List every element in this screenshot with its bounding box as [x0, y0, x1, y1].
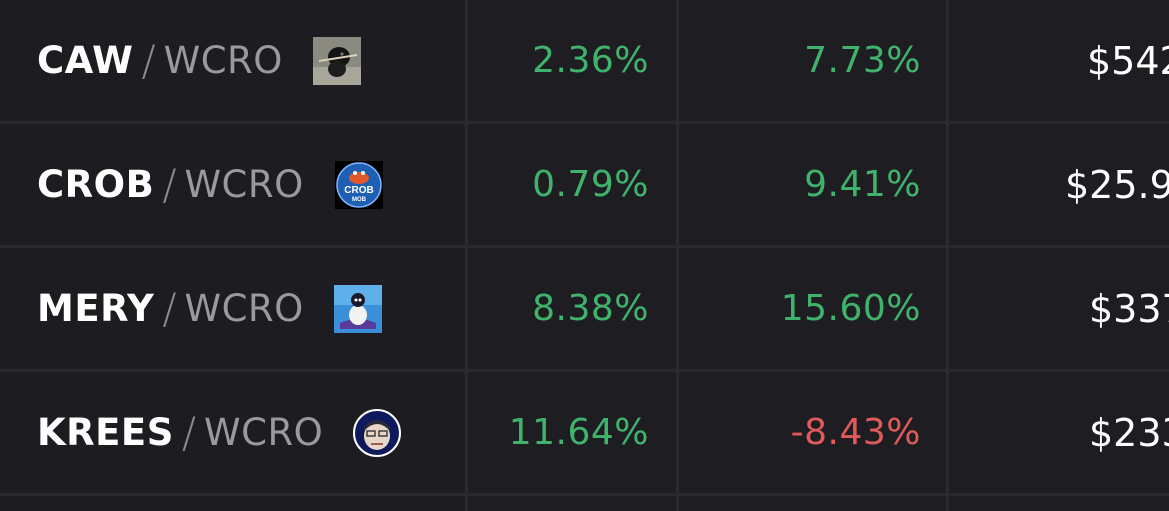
- pair-separator: /: [141, 36, 156, 85]
- price-cell: $337: [949, 248, 1169, 369]
- quote-symbol: WCRO: [204, 411, 324, 454]
- column-divider: [465, 0, 468, 511]
- base-symbol: CROB: [37, 163, 155, 206]
- price-change-2: 7.73%: [804, 40, 921, 81]
- column-divider: [676, 0, 679, 511]
- change-cell-2: 15.60%: [679, 248, 946, 369]
- change-cell-2: 9.41%: [679, 124, 946, 245]
- crob-token-icon: CROB MOB: [334, 160, 383, 209]
- price-change-2: -8.43%: [790, 412, 921, 453]
- price-value: $542: [1087, 38, 1169, 83]
- table-row[interactable]: CAW / WCRO 2.36% 7.73% $542: [0, 0, 1169, 124]
- price-change-1: 0.79%: [532, 164, 649, 205]
- caw-token-icon: [312, 36, 361, 85]
- pair-cell[interactable]: KREES / WCRO: [0, 372, 465, 493]
- crob-icon-subtext: MOB: [352, 197, 367, 203]
- table-row[interactable]: KREES / WCRO 11.64% -8.43% $233: [0, 372, 1169, 496]
- price-value: $337: [1089, 286, 1169, 331]
- table-row[interactable]: [0, 496, 1169, 511]
- quote-symbol: WCRO: [184, 287, 304, 330]
- price-change-1: 11.64%: [508, 412, 649, 453]
- price-cell: $25.9: [949, 124, 1169, 245]
- pair-separator: /: [162, 160, 177, 209]
- change-cell-1: [468, 496, 676, 511]
- base-symbol: MERY: [37, 287, 155, 330]
- change-cell-1: 0.79%: [468, 124, 676, 245]
- change-cell-2: -8.43%: [679, 372, 946, 493]
- price-change-1: 8.38%: [532, 288, 649, 329]
- pair-separator: /: [181, 408, 197, 457]
- change-cell-1: 2.36%: [468, 0, 676, 121]
- price-value: $25.9: [1065, 162, 1169, 207]
- price-cell: $542: [949, 0, 1169, 121]
- pair-cell[interactable]: CAW / WCRO: [0, 0, 465, 121]
- price-cell: [949, 496, 1169, 511]
- quote-symbol: WCRO: [184, 163, 304, 206]
- pair-separator: /: [162, 284, 177, 333]
- price-change-2: 15.60%: [780, 288, 921, 329]
- price-change-1: 2.36%: [532, 40, 649, 81]
- change-cell-2: [679, 496, 946, 511]
- base-symbol: CAW: [37, 39, 134, 82]
- table-row[interactable]: CROB / WCRO CROB MOB 0.79% 9.41% $25.9: [0, 124, 1169, 248]
- change-cell-1: 8.38%: [468, 248, 676, 369]
- price-value: $233: [1089, 410, 1169, 455]
- quote-symbol: WCRO: [163, 39, 283, 82]
- price-cell: $233: [949, 372, 1169, 493]
- pair-cell[interactable]: MERY / WCRO: [0, 248, 465, 369]
- pair-cell[interactable]: CROB / WCRO CROB MOB: [0, 124, 465, 245]
- column-divider: [946, 0, 949, 511]
- price-change-2: 9.41%: [804, 164, 921, 205]
- crob-icon-text: CROB: [344, 185, 373, 196]
- table-row[interactable]: MERY / WCRO 8.38% 15.60% $337: [0, 248, 1169, 372]
- change-cell-1: 11.64%: [468, 372, 676, 493]
- krees-token-icon: [353, 408, 402, 457]
- base-symbol: KREES: [37, 411, 174, 454]
- mery-token-icon: [333, 284, 382, 333]
- change-cell-2: 7.73%: [679, 0, 946, 121]
- pair-cell: [0, 496, 465, 511]
